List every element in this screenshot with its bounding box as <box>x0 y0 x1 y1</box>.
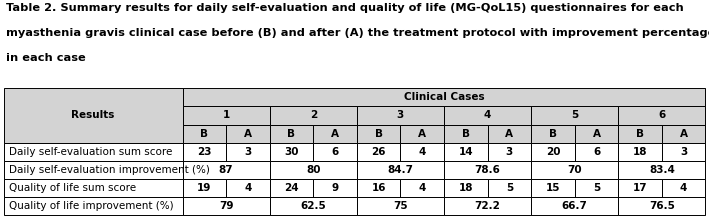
Text: B: B <box>374 129 383 139</box>
Text: A: A <box>244 129 252 139</box>
Text: Daily self-evaluation sum score: Daily self-evaluation sum score <box>9 147 172 157</box>
Text: 83.4: 83.4 <box>649 165 675 175</box>
Text: 3: 3 <box>245 147 252 157</box>
Text: 16: 16 <box>372 183 386 193</box>
Text: 3: 3 <box>680 147 687 157</box>
Text: Results: Results <box>72 110 115 120</box>
Text: 87: 87 <box>219 165 233 175</box>
Text: 15: 15 <box>546 183 560 193</box>
Text: 3: 3 <box>506 147 513 157</box>
Text: Daily self-evaluation improvement (%): Daily self-evaluation improvement (%) <box>9 165 210 175</box>
Text: 14: 14 <box>459 147 473 157</box>
Text: B: B <box>636 129 644 139</box>
Text: 4: 4 <box>680 183 687 193</box>
Text: in each case: in each case <box>6 53 85 63</box>
Text: 4: 4 <box>244 183 252 193</box>
Text: 2: 2 <box>310 110 317 120</box>
Text: 62.5: 62.5 <box>301 201 326 211</box>
Text: 5: 5 <box>593 183 600 193</box>
Text: 78.6: 78.6 <box>474 165 501 175</box>
Text: A: A <box>331 129 339 139</box>
Text: 5: 5 <box>506 183 513 193</box>
Text: 9: 9 <box>332 183 339 193</box>
Text: 19: 19 <box>197 183 211 193</box>
Text: 76.5: 76.5 <box>649 201 675 211</box>
Text: A: A <box>593 129 601 139</box>
Text: 66.7: 66.7 <box>562 201 588 211</box>
Text: A: A <box>418 129 426 139</box>
Text: 4: 4 <box>418 147 426 157</box>
Text: 72.2: 72.2 <box>474 201 501 211</box>
Text: B: B <box>287 129 296 139</box>
Text: 6: 6 <box>593 147 600 157</box>
Text: 18: 18 <box>459 183 473 193</box>
Text: B: B <box>201 129 208 139</box>
Text: 23: 23 <box>197 147 211 157</box>
Text: B: B <box>462 129 470 139</box>
Text: Clinical Cases: Clinical Cases <box>403 92 484 102</box>
Text: 75: 75 <box>393 201 408 211</box>
Text: B: B <box>549 129 557 139</box>
Text: 84.7: 84.7 <box>387 165 413 175</box>
Text: 5: 5 <box>571 110 579 120</box>
Text: 70: 70 <box>567 165 582 175</box>
Text: Quality of life sum score: Quality of life sum score <box>9 183 136 193</box>
Text: myasthenia gravis clinical case before (B) and after (A) the treatment protocol : myasthenia gravis clinical case before (… <box>6 28 709 38</box>
Text: 18: 18 <box>633 147 647 157</box>
Text: Table 2. Summary results for daily self-evaluation and quality of life (MG-QoL15: Table 2. Summary results for daily self-… <box>6 3 683 13</box>
Text: 17: 17 <box>632 183 647 193</box>
Text: 30: 30 <box>284 147 298 157</box>
Text: 3: 3 <box>397 110 404 120</box>
Text: 24: 24 <box>284 183 298 193</box>
Text: 4: 4 <box>484 110 491 120</box>
Text: 6: 6 <box>658 110 666 120</box>
Text: 80: 80 <box>306 165 320 175</box>
Text: 79: 79 <box>219 201 233 211</box>
Text: 1: 1 <box>223 110 230 120</box>
Text: 20: 20 <box>546 147 560 157</box>
Text: 6: 6 <box>331 147 339 157</box>
Text: 26: 26 <box>372 147 386 157</box>
Text: A: A <box>506 129 513 139</box>
Text: 4: 4 <box>418 183 426 193</box>
Text: A: A <box>680 129 688 139</box>
Text: Quality of life improvement (%): Quality of life improvement (%) <box>9 201 174 211</box>
